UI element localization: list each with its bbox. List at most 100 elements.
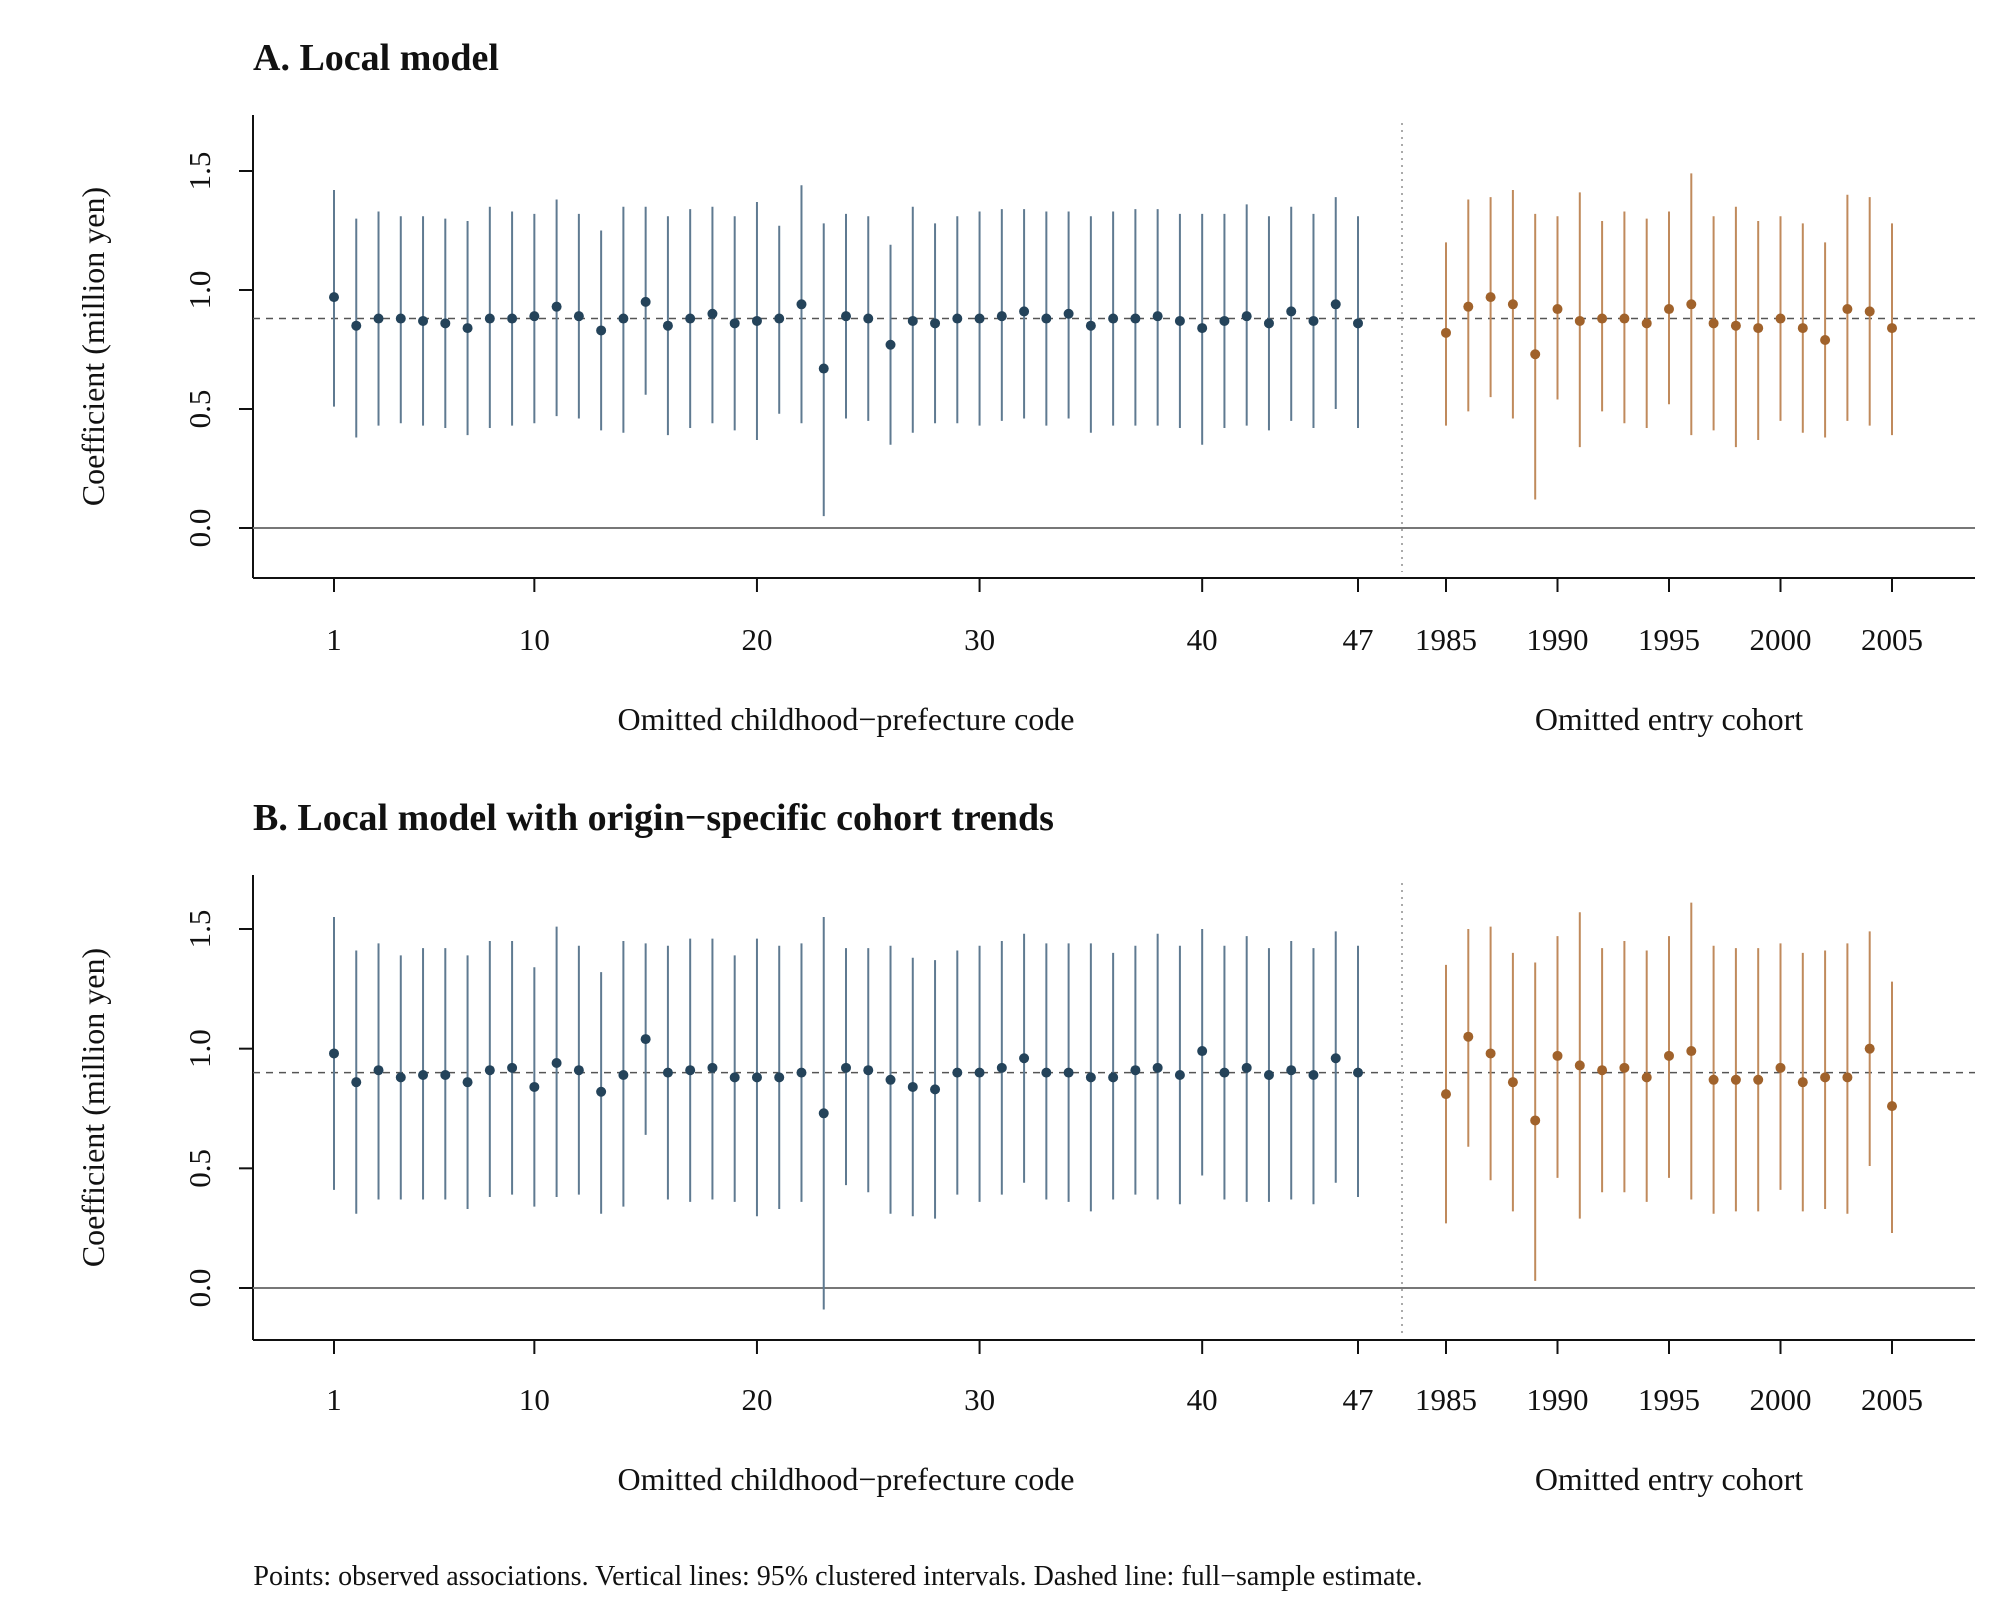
prefecture-point [1063, 308, 1074, 319]
cohort-point [1820, 1072, 1831, 1083]
prefecture-point [395, 1072, 406, 1083]
prefecture-point [796, 1067, 807, 1078]
prefecture-point [462, 1077, 473, 1088]
prefecture-point [774, 313, 785, 324]
cohort-point [1619, 1062, 1630, 1073]
cohort-point [1797, 323, 1808, 334]
prefecture-point [1286, 306, 1297, 317]
prefecture-point [1241, 1062, 1252, 1073]
x-tick-label: 1995 [1638, 1382, 1700, 1417]
prefecture-point [863, 313, 874, 324]
cohort-point [1463, 1031, 1474, 1042]
cohort-point [1864, 306, 1875, 317]
x-tick-label: 1 [326, 622, 342, 657]
prefecture-point [551, 1058, 562, 1069]
prefecture-point [1174, 315, 1185, 326]
x-tick-label: 40 [1187, 1382, 1218, 1417]
cohort-point [1441, 327, 1451, 338]
x-tick-label: 2000 [1750, 622, 1812, 657]
prefecture-point [640, 296, 651, 307]
y-tick-label: 0.0 [182, 509, 217, 548]
prefecture-point [751, 315, 762, 326]
prefecture-point [1019, 1053, 1030, 1064]
prefecture-point [1241, 311, 1252, 322]
x-tick-label: 20 [741, 622, 772, 657]
x-tick-label: 1990 [1527, 1382, 1589, 1417]
prefecture-point [841, 311, 851, 322]
cohort-point [1686, 1046, 1697, 1057]
prefecture-point [551, 301, 562, 312]
x-tick-label: 2005 [1861, 622, 1923, 657]
prefecture-point [373, 313, 384, 324]
cohort-point [1441, 1089, 1451, 1100]
cohort-point [1574, 315, 1585, 326]
cohort-point [1530, 1115, 1541, 1126]
x-tick-label: 20 [741, 1382, 772, 1417]
x-tick-label: 10 [519, 622, 550, 657]
prefecture-point [596, 325, 607, 336]
prefecture-point [440, 1069, 451, 1080]
cohort-point [1842, 304, 1853, 315]
cohort-axis-label: Omitted entry cohort [1535, 1461, 1803, 1497]
cohort-point [1597, 313, 1608, 324]
prefecture-point [729, 318, 740, 329]
prefecture-point [774, 1072, 785, 1083]
x-tick-label: 47 [1343, 1382, 1374, 1417]
cohort-point [1708, 1074, 1719, 1085]
prefecture-point [662, 1067, 673, 1078]
prefecture-point [1263, 318, 1274, 329]
prefecture-point [796, 299, 807, 310]
prefecture-point [351, 320, 362, 331]
x-tick-label: 1985 [1415, 622, 1477, 657]
y-axis-label: Coefficient (million yen) [75, 187, 111, 506]
prefecture-point [1085, 1072, 1096, 1083]
y-axis-label: Coefficient (million yen) [75, 948, 111, 1267]
prefecture-point [529, 311, 540, 322]
prefecture-point [1152, 1062, 1163, 1073]
prefecture-point [996, 1062, 1007, 1073]
y-tick-label: 1.5 [182, 152, 217, 191]
cohort-point [1664, 1050, 1674, 1061]
cohort-point [1619, 313, 1630, 324]
prefecture-point [1197, 323, 1208, 334]
cohort-point [1820, 334, 1831, 345]
y-tick-label: 0.5 [182, 1149, 217, 1188]
prefecture-point [1330, 299, 1341, 310]
prefecture-point [1041, 1067, 1052, 1078]
prefecture-point [841, 1062, 851, 1073]
x-tick-label: 2005 [1861, 1382, 1923, 1417]
cohort-point [1597, 1065, 1608, 1076]
cohort-point [1864, 1043, 1875, 1054]
panel-b: B. Local model with origin−specific coho… [75, 797, 1975, 1497]
x-tick-label: 2000 [1750, 1382, 1812, 1417]
prefecture-point [1353, 1067, 1363, 1078]
prefecture-point [1286, 1065, 1297, 1076]
cohort-point [1641, 1072, 1652, 1083]
prefecture-point [707, 308, 718, 319]
cohort-point [1797, 1077, 1808, 1088]
prefecture-point [885, 339, 896, 350]
prefecture-point [329, 1048, 339, 1059]
prefecture-axis-label: Omitted childhood−prefecture code [618, 701, 1075, 737]
prefecture-point [1330, 1053, 1341, 1064]
prefecture-point [1152, 311, 1163, 322]
cohort-point [1641, 318, 1652, 329]
cohort-point [1686, 299, 1697, 310]
prefecture-point [952, 1067, 963, 1078]
prefecture-point [1085, 320, 1096, 331]
x-tick-label: 40 [1187, 622, 1218, 657]
prefecture-point [707, 1062, 718, 1073]
cohort-point [1530, 349, 1541, 360]
cohort-point [1552, 304, 1563, 315]
prefecture-point [418, 1069, 429, 1080]
prefecture-point [863, 1065, 874, 1076]
prefecture-point [907, 1081, 918, 1092]
cohort-point [1887, 1101, 1897, 1112]
figure-caption: Points: observed associations. Vertical … [253, 1561, 1422, 1592]
y-tick-label: 0.5 [182, 390, 217, 429]
prefecture-point [685, 1065, 696, 1076]
cohort-point [1507, 1077, 1518, 1088]
prefecture-point [996, 311, 1007, 322]
prefecture-point [818, 1108, 829, 1119]
